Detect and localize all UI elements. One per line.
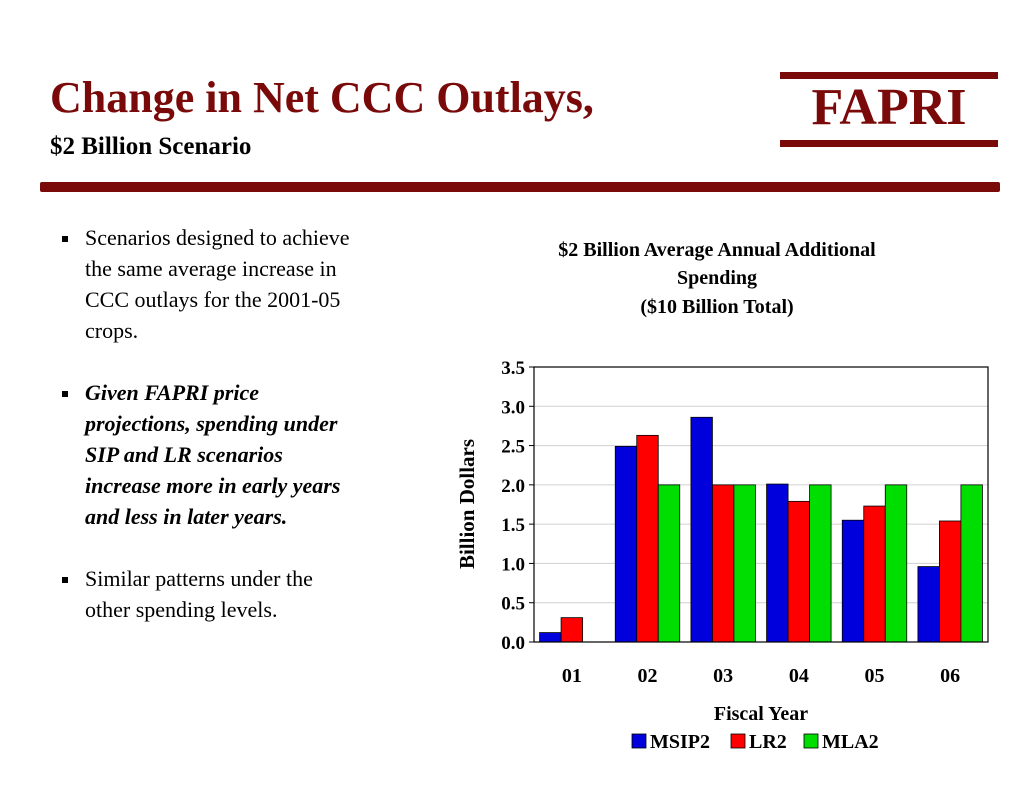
bar (787, 500, 810, 643)
legend-label: MSIP2 (650, 731, 710, 753)
y-tick-label: 2.5 (501, 437, 525, 458)
logo-bottom-bar (780, 140, 998, 147)
bullet-item: Similar patterns under the other spendin… (60, 563, 360, 625)
legend-swatch (730, 733, 746, 749)
logo-top-bar (780, 72, 998, 79)
bar (841, 519, 865, 643)
bar (560, 617, 583, 643)
bullet-list: Scenarios designed to achieve the same a… (60, 222, 360, 656)
y-axis-label: Billion Dollars (455, 439, 479, 569)
bar (657, 484, 681, 643)
bar (917, 566, 940, 643)
bar (712, 484, 735, 643)
legend-swatch (803, 733, 819, 749)
bullet-text: Scenarios designed to achieve the same a… (85, 225, 350, 343)
bullet-item: Scenarios designed to achieve the same a… (60, 222, 360, 346)
bar (636, 434, 659, 643)
bar (884, 484, 908, 643)
y-tick-label: 3.0 (501, 397, 525, 418)
y-tick-label: 2.0 (501, 476, 525, 497)
bar-chart: $2 Billion Average Annual Additional Spen… (455, 239, 989, 753)
y-tick-label: 1.5 (501, 515, 525, 536)
chart-title-line: Spending (677, 267, 757, 289)
y-tick-label: 3.5 (501, 358, 525, 379)
legend-label: LR2 (749, 731, 787, 753)
x-axis-label: Fiscal Year (714, 703, 808, 725)
bullet-marker-icon (62, 577, 68, 583)
legend-label: MLA2 (822, 731, 879, 753)
bar (733, 484, 756, 643)
logo-text: FAPRI (811, 79, 967, 136)
chart-title-line: $2 Billion Average Annual Additional (558, 239, 876, 261)
bullet-marker-icon (62, 391, 68, 397)
bullet-text: Given FAPRI price projections, spending … (85, 380, 341, 529)
bar (939, 520, 962, 643)
legend-swatch (631, 733, 647, 749)
chart-title-line: ($10 Billion Total) (640, 296, 793, 318)
x-tick-label: 05 (865, 665, 885, 687)
bullet-text: Similar patterns under the other spendin… (85, 566, 313, 622)
y-tick-label: 0.0 (501, 633, 525, 654)
page-subtitle: $2 Billion Scenario (50, 133, 252, 160)
y-tick-label: 1.0 (501, 554, 525, 575)
x-tick-label: 03 (713, 665, 733, 687)
bar (539, 632, 562, 643)
bar (809, 484, 832, 643)
header-divider (40, 182, 1000, 192)
bar (766, 483, 789, 643)
x-tick-label: 06 (940, 665, 960, 687)
bullet-marker-icon (62, 236, 68, 242)
bar (863, 505, 886, 643)
bar (690, 416, 713, 643)
x-tick-label: 01 (562, 665, 582, 687)
fapri-logo: FAPRI (780, 72, 998, 148)
bar (614, 445, 638, 643)
page-title: Change in Net CCC Outlays, (50, 73, 594, 122)
bar (960, 484, 983, 643)
bullet-item: Given FAPRI price projections, spending … (60, 377, 360, 532)
x-tick-label: 04 (789, 665, 809, 687)
plot-frame (533, 366, 989, 643)
x-tick-label: 02 (638, 665, 658, 687)
y-tick-label: 0.5 (501, 594, 525, 615)
